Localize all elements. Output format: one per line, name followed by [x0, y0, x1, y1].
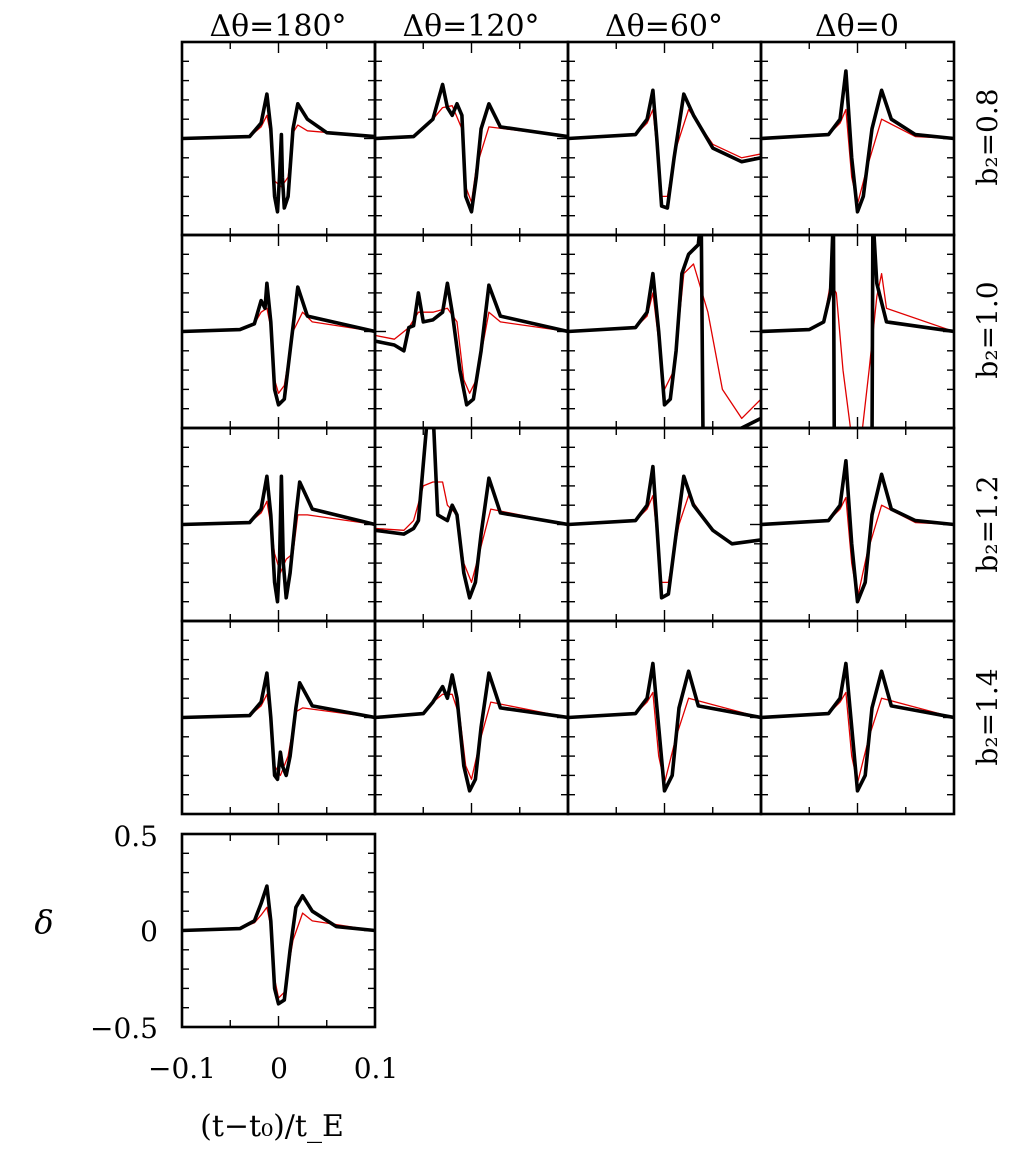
series-thin-red-line [568, 108, 761, 198]
row-label-b2-1.4: b₂=1.4 [971, 668, 1004, 765]
series-thin-red-line [761, 272, 954, 428]
series-thick-black-line [182, 671, 375, 782]
reference-panel-axes: 0.5 0 −0.5 −0.1 0 0.1 (t−t₀)/t_E δ [34, 820, 398, 1144]
panel-r1-c3 [759, 233, 956, 430]
row-label-b2-1.0: b₂=1.0 [971, 281, 1004, 378]
series-thick-black-line [568, 235, 761, 428]
panel-r1-c0 [180, 233, 377, 430]
series-thick-black-line [182, 884, 375, 1006]
series-thick-black-line [761, 661, 954, 793]
panel-r1-c2 [566, 233, 763, 430]
column-title-dtheta-60: Δθ=60° [605, 9, 723, 44]
panel-r0-c3 [759, 40, 956, 237]
panel-grid [180, 40, 956, 1029]
panel-reference [180, 832, 377, 1029]
series-thin-red-line [761, 691, 954, 784]
series-thin-red-line [761, 496, 954, 599]
column-title-dtheta-180: Δθ=180° [209, 9, 346, 44]
row-label-b2-1.2: b₂=1.2 [971, 475, 1004, 572]
series-thin-red-line [568, 691, 761, 784]
column-title-dtheta-0: Δθ=0 [815, 9, 899, 44]
series-thin-red-line [182, 906, 375, 999]
y-tick-label-bottom: −0.5 [90, 1012, 158, 1045]
column-headers: Δθ=180° Δθ=120° Δθ=60° Δθ=0 [209, 9, 899, 44]
x-tick-label-left: −0.1 [148, 1052, 216, 1085]
series-thick-black-line [568, 88, 761, 210]
series-thick-black-line [182, 281, 375, 407]
panel-frame [180, 832, 377, 1029]
series-thick-black-line [182, 92, 375, 214]
x-axis-label: (t−t₀)/t_E [200, 1109, 344, 1144]
series-thick-black-line [568, 464, 761, 600]
series-thick-black-line [375, 82, 568, 214]
series-thin-red-line [375, 105, 568, 203]
series-thin-red-line [182, 500, 375, 574]
panel-r0-c0 [180, 40, 377, 237]
panel-r3-c3 [759, 619, 956, 816]
series-thin-red-line [761, 108, 954, 205]
series-thick-black-line [761, 235, 954, 428]
series-thick-black-line [182, 474, 375, 604]
panel-r2-c1 [373, 426, 570, 623]
row-labels: b₂=0.8 b₂=1.0 b₂=1.2 b₂=1.4 [971, 88, 1004, 765]
panel-r2-c0 [180, 426, 377, 623]
panel-r3-c1 [373, 619, 570, 816]
panel-r2-c3 [759, 426, 956, 623]
column-title-dtheta-120: Δθ=120° [402, 9, 539, 44]
y-tick-label-zero: 0 [140, 915, 158, 948]
panel-r1-c1 [373, 233, 570, 430]
series-thick-black-line [568, 661, 761, 793]
panel-r3-c0 [180, 619, 377, 816]
series-thick-black-line [375, 671, 568, 793]
panel-frame [759, 619, 956, 816]
series-thick-black-line [761, 459, 954, 604]
panel-r2-c2 [566, 426, 763, 623]
series-thick-black-line [375, 281, 568, 407]
series-thick-black-line [761, 69, 954, 214]
row-label-b2-0.8: b₂=0.8 [971, 88, 1004, 185]
series-thin-red-line [568, 494, 761, 584]
x-tick-label-zero: 0 [270, 1052, 288, 1085]
y-tick-label-top: 0.5 [113, 820, 158, 853]
panel-r3-c2 [566, 619, 763, 816]
series-thin-red-line [375, 693, 568, 780]
panel-r0-c1 [373, 40, 570, 237]
y-axis-label: δ [34, 903, 53, 941]
series-thin-red-line [182, 307, 375, 394]
series-thick-black-line [375, 428, 568, 600]
panel-r0-c2 [566, 40, 763, 237]
x-tick-label-right: 0.1 [354, 1052, 399, 1085]
